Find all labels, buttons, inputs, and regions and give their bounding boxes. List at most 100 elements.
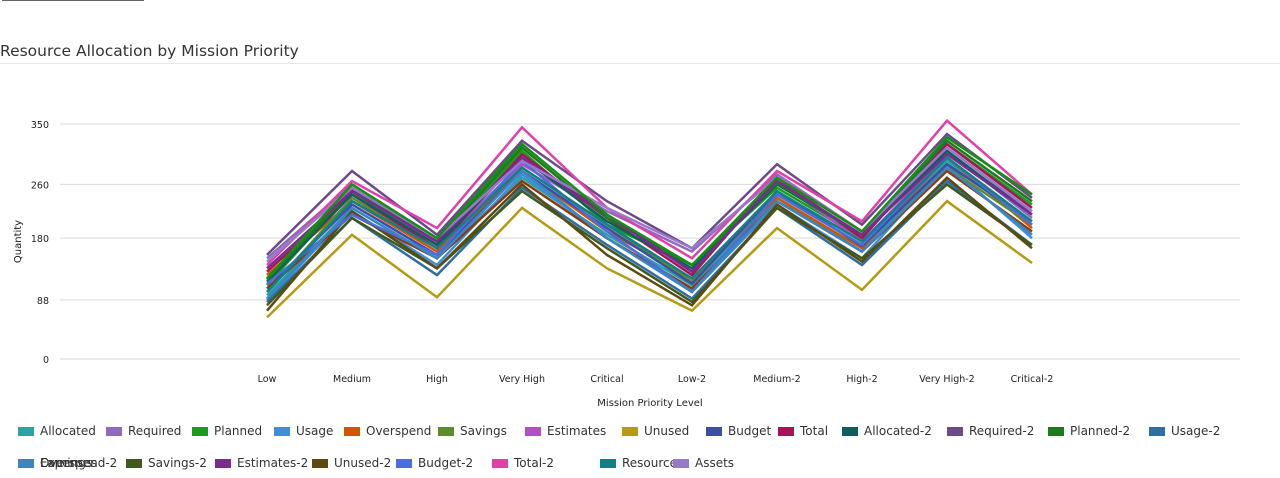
legend-item[interactable]: Total-2 (492, 451, 554, 475)
legend-label: Unused-2 (334, 456, 392, 470)
legend-label: Total (800, 424, 829, 438)
legend-label: Expenses (40, 456, 98, 470)
legend-item[interactable]: Overspend (344, 419, 431, 443)
legend-item[interactable]: Earnings (18, 451, 92, 475)
legend-swatch (778, 426, 794, 436)
legend-item[interactable]: Estimates-2 (215, 451, 308, 475)
legend-item[interactable]: Savings (438, 419, 507, 443)
x-tick-label: Low-2 (678, 374, 706, 385)
legend-item[interactable]: Unused (622, 419, 689, 443)
legend-label: Total-2 (514, 456, 554, 470)
y-tick-label: 180 (31, 234, 49, 245)
legend-item[interactable]: Usage-2 (1149, 419, 1220, 443)
legend-swatch (947, 426, 963, 436)
series-line (266, 179, 1033, 303)
legend-swatch (622, 426, 638, 436)
legend-label: Overspend (366, 424, 432, 438)
legend-item[interactable]: Usage (274, 419, 333, 443)
legend-label: Budget (728, 424, 772, 438)
legend-swatch (1149, 426, 1165, 436)
legend-swatch (312, 458, 328, 468)
x-tick-label: High (426, 374, 448, 385)
legend-label: Assets (695, 456, 735, 470)
x-tick-label: Critical (590, 374, 623, 385)
legend-label: Unused (644, 424, 690, 438)
y-tick-label: 0 (43, 355, 49, 366)
legend-item[interactable]: Resources (600, 451, 683, 475)
legend-label: Planned-2 (1070, 424, 1131, 438)
legend-item[interactable]: Total (778, 419, 828, 443)
y-axis-label: Quantity (13, 220, 24, 263)
legend-label: Savings-2 (148, 456, 207, 470)
series-line (266, 135, 1033, 280)
x-tick-label: Very High-2 (919, 374, 974, 385)
legend-label: Usage (296, 424, 334, 438)
series-line (266, 165, 1033, 300)
legend-swatch (192, 426, 208, 436)
x-tick-label: Low (258, 374, 277, 385)
legend-swatch (396, 458, 412, 468)
legend-swatch (842, 426, 858, 436)
line-chart: 0 88 180 260 350 Low Medium High Very High Criti… (13, 118, 1240, 409)
x-axis-label: Mission Priority Level (597, 398, 702, 409)
legend-item[interactable]: Budget-2 (396, 451, 473, 475)
x-tick-label: Medium-2 (753, 374, 800, 385)
legend-label: Estimates-2 (237, 456, 309, 470)
series-line (266, 162, 1033, 290)
x-tick-label: Critical-2 (1011, 374, 1054, 385)
legend-label: Budget-2 (418, 456, 474, 470)
chart-title: Resource Allocation by Mission Priority (0, 42, 299, 60)
legend-label: Required-2 (969, 424, 1035, 438)
legend-item[interactable]: Planned (192, 419, 262, 443)
series-line (266, 155, 1033, 293)
legend-item[interactable]: Required (106, 419, 181, 443)
legend-swatch (525, 426, 541, 436)
legend-swatch (492, 458, 508, 468)
legend-label: Savings (460, 424, 507, 438)
legend-item[interactable]: Estimates (525, 419, 606, 443)
title-divider (0, 63, 1280, 64)
legend-swatch (706, 426, 722, 436)
legend-label: Earnings (40, 456, 93, 470)
legend-item[interactable]: Allocated-2 (842, 419, 932, 443)
y-axis-ticks: 0 88 180 260 350 (31, 120, 49, 366)
legend-swatch (600, 458, 616, 468)
tab-indicator (2, 0, 144, 1)
legend-item[interactable]: Assets (673, 451, 734, 475)
legend-label: Required (128, 424, 182, 438)
legend-label: Estimates (547, 424, 607, 438)
y-tick-label: 260 (31, 180, 49, 191)
legend-swatch (274, 426, 290, 436)
legend-item[interactable]: Allocated (18, 419, 96, 443)
series-line (266, 145, 1033, 263)
legend-swatch (1048, 426, 1064, 436)
legend-swatch (18, 426, 34, 436)
legend-label: Allocated (40, 424, 96, 438)
grid-lines (60, 123, 1240, 360)
series-line (266, 199, 1033, 319)
legend-item[interactable]: Required-2 (947, 419, 1034, 443)
legend-swatch (215, 458, 231, 468)
x-axis-ticks: Low Medium High Very High Critical Low-2 Mediu… (258, 374, 1054, 385)
legend-label: Planned (214, 424, 263, 438)
x-tick-label: Medium (333, 374, 371, 385)
legend-item[interactable]: Unused-2 (312, 451, 391, 475)
legend-item[interactable]: Planned-2 (1048, 419, 1130, 443)
series-line (266, 152, 1033, 274)
x-tick-label: High-2 (846, 374, 877, 385)
legend-item[interactable]: Savings-2 (126, 451, 207, 475)
series-lines (266, 118, 1033, 319)
legend-item[interactable]: Budget (706, 419, 771, 443)
legend-swatch (106, 426, 122, 436)
series-line (266, 118, 1033, 266)
legend-label: Usage-2 (1171, 424, 1221, 438)
legend-swatch (18, 458, 34, 468)
series-line (266, 132, 1033, 256)
legend-swatch (673, 458, 689, 468)
series-line (266, 176, 1033, 312)
legend-label: Allocated-2 (864, 424, 932, 438)
y-tick-label: 350 (31, 120, 49, 131)
legend-label: Resources (622, 456, 684, 470)
legend-label: Overspend-2 (40, 456, 118, 470)
x-tick-label: Very High (499, 374, 545, 385)
